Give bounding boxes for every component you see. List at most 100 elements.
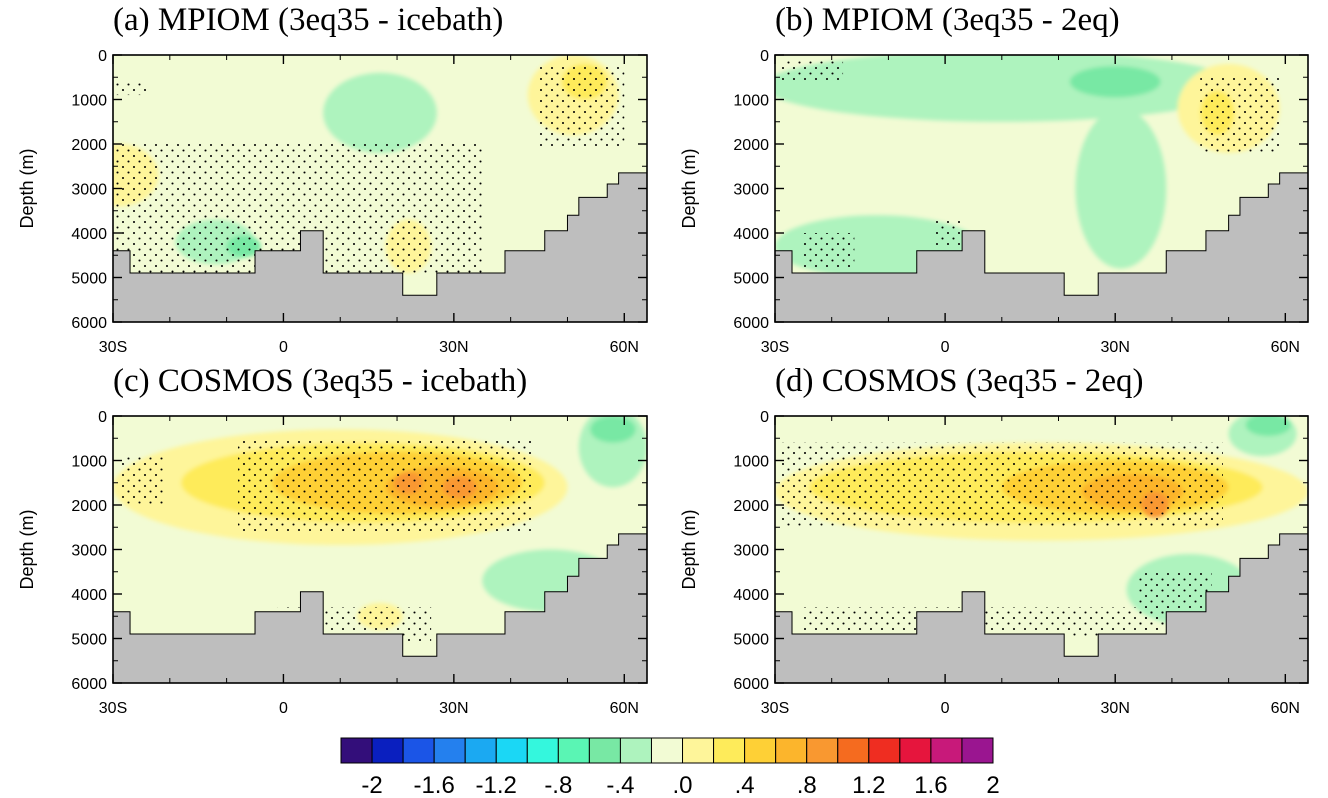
y-tick-label: 4000	[733, 587, 769, 604]
panel-title: (b) MPIOM (3eq35 - 2eq)	[775, 2, 1120, 38]
y-tick-label: 2000	[733, 137, 769, 154]
y-tick-label: 2000	[71, 498, 107, 515]
y-tick-label: 4000	[733, 226, 769, 243]
panel-2: (b) MPIOM (3eq35 - 2eq) 0 1000 2000 3000 4000…	[679, 2, 1309, 356]
colorbar-swatch	[806, 737, 839, 764]
y-tick-label: 0	[98, 48, 107, 65]
y-tick-label: 1000	[71, 454, 107, 471]
anomaly-contour	[590, 416, 636, 443]
y-tick-label: 3000	[733, 182, 769, 199]
colorbar-label: -1.2	[476, 772, 517, 798]
x-tick-label: 60N	[1271, 339, 1300, 356]
x-tick-label: 0	[941, 339, 950, 356]
y-tick-label: 4000	[71, 226, 107, 243]
colorbar-label: -.4	[606, 772, 634, 798]
significance-stipple	[780, 442, 1223, 528]
colorbar-swatch	[961, 737, 994, 764]
panel-4: (d) COSMOS (3eq35 - 2eq) 0 1000 2000 3000 400…	[679, 363, 1309, 717]
colorbar-swatch	[464, 737, 497, 764]
colorbar-label: 1.2	[852, 772, 885, 798]
colorbar-label: .0	[673, 772, 693, 798]
x-tick-label: 30S	[761, 700, 789, 717]
y-axis-label: Depth (m)	[679, 509, 699, 589]
significance-stipple	[1200, 77, 1280, 153]
panel-3: (c) COSMOS (3eq35 - icebath) 0 1000 2000 300…	[17, 363, 648, 717]
x-tick-label: 30N	[439, 339, 468, 356]
y-tick-label: 6000	[733, 676, 769, 693]
y-tick-label: 1000	[733, 93, 769, 110]
colorbar-swatch	[340, 737, 373, 764]
colorbar-swatch	[557, 737, 590, 764]
colorbar-swatch	[588, 737, 621, 764]
y-tick-label: 3000	[71, 543, 107, 560]
y-tick-label: 5000	[71, 271, 107, 288]
x-tick-label: 30S	[99, 700, 127, 717]
bathymetry	[113, 172, 647, 322]
colorbar-swatch	[744, 737, 777, 764]
colorbar-label: .8	[797, 772, 817, 798]
y-tick-label: 1000	[733, 454, 769, 471]
x-tick-label: 30S	[99, 339, 127, 356]
significance-stipple	[933, 219, 963, 247]
significance-stipple	[118, 456, 165, 505]
y-tick-label: 0	[760, 48, 769, 65]
y-axis-label: Depth (m)	[679, 148, 699, 228]
y-tick-label: 5000	[733, 632, 769, 649]
colorbar-swatch	[930, 737, 963, 764]
x-tick-label: 0	[279, 339, 288, 356]
y-tick-label: 3000	[71, 182, 107, 199]
significance-stipple	[803, 607, 1172, 639]
y-tick-label: 1000	[71, 93, 107, 110]
anomaly-contour	[323, 72, 437, 153]
x-tick-label: 60N	[610, 339, 639, 356]
plot-area	[113, 416, 647, 683]
x-tick-label: 60N	[610, 700, 639, 717]
y-tick-label: 5000	[733, 271, 769, 288]
colorbar-swatch	[526, 737, 559, 764]
anomaly-contour	[1075, 108, 1167, 269]
significance-stipple	[113, 81, 148, 96]
x-tick-label: 30S	[761, 339, 789, 356]
x-tick-label: 30N	[1101, 700, 1130, 717]
y-tick-label: 3000	[733, 543, 769, 560]
x-tick-label: 0	[279, 700, 288, 717]
colorbar-swatch	[775, 737, 808, 764]
significance-stipple	[237, 438, 534, 532]
significance-stipple	[803, 233, 855, 269]
colorbar-label: 1.6	[914, 772, 947, 798]
significance-stipple	[780, 59, 844, 82]
panel-title: (c) COSMOS (3eq35 - icebath)	[113, 363, 527, 399]
colorbar-swatch	[899, 737, 932, 764]
y-tick-label: 6000	[71, 315, 107, 332]
colorbar-swatch	[650, 737, 684, 764]
colorbar-swatch	[371, 737, 404, 764]
y-tick-label: 0	[98, 409, 107, 426]
plot-area	[775, 55, 1308, 322]
colorbar-label: .4	[735, 772, 755, 798]
panel-title: (d) COSMOS (3eq35 - 2eq)	[775, 363, 1143, 399]
anomaly-contour	[1245, 416, 1291, 437]
y-axis-label: Depth (m)	[17, 509, 37, 589]
colorbar-label: -.8	[544, 772, 572, 798]
colorbar-swatch	[495, 737, 528, 764]
colorbar-swatch	[868, 737, 901, 764]
y-axis-label: Depth (m)	[17, 148, 37, 228]
plot-area	[775, 416, 1308, 683]
y-tick-label: 4000	[71, 587, 107, 604]
y-tick-label: 2000	[733, 498, 769, 515]
x-tick-label: 30N	[1101, 339, 1130, 356]
bathymetry	[113, 533, 647, 683]
y-tick-label: 5000	[71, 632, 107, 649]
colorbar-swatch	[682, 737, 715, 764]
panel-1: (a) MPIOM (3eq35 - icebath) 0 1000 2000 3000…	[17, 2, 648, 356]
y-tick-label: 6000	[733, 315, 769, 332]
colorbar-swatch	[837, 737, 870, 764]
x-tick-label: 60N	[1271, 700, 1300, 717]
x-tick-label: 0	[941, 700, 950, 717]
colorbar-label: -2	[361, 772, 382, 798]
colorbar: -2 -1.6 -1.2 -.8 -.4 .0 .4 .8 1.2 1.6 2	[340, 737, 1000, 798]
colorbar-swatch	[619, 737, 652, 764]
colorbar-swatch	[433, 737, 466, 764]
y-tick-label: 6000	[71, 676, 107, 693]
